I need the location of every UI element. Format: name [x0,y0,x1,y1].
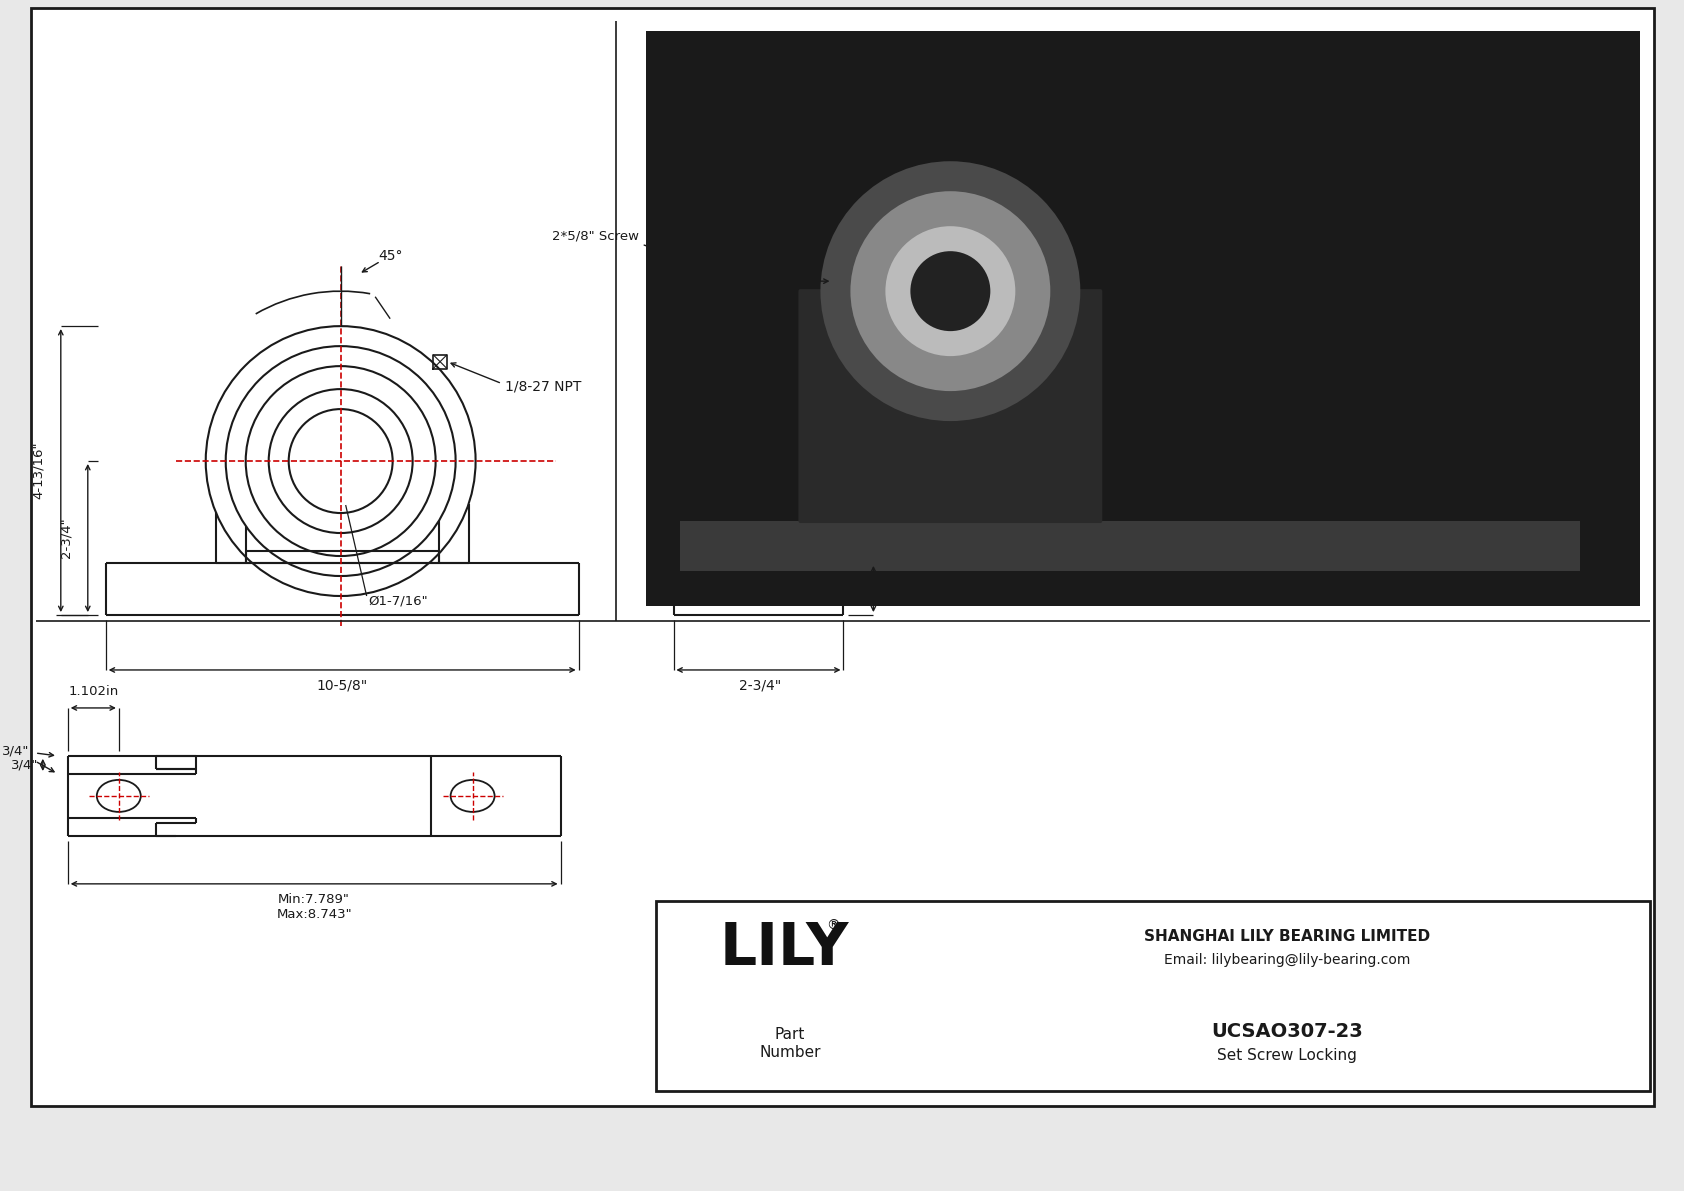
FancyBboxPatch shape [798,289,1103,523]
Text: Email: lilybearing@lily-bearing.com: Email: lilybearing@lily-bearing.com [1164,953,1410,967]
Circle shape [911,251,990,331]
Text: ®: ® [825,919,840,934]
Text: Max:8.743": Max:8.743" [276,909,352,922]
Text: Part: Part [775,1027,805,1042]
Text: 15/16": 15/16" [879,582,923,596]
Circle shape [820,161,1081,422]
Text: 3/4": 3/4" [2,744,30,757]
Circle shape [850,192,1051,391]
Text: 2-3/4": 2-3/4" [59,518,72,559]
Bar [655,900,1650,1091]
Text: UCSAO307-23: UCSAO307-23 [1211,1022,1362,1041]
Bar [680,520,1580,570]
Text: 4-13/16": 4-13/16" [32,442,45,499]
Text: Ø1-7/16": Ø1-7/16" [369,594,428,607]
Text: LILY: LILY [721,919,849,977]
Text: 1.89in: 1.89in [739,258,781,272]
Text: 2-3/4": 2-3/4" [739,679,781,693]
Text: 1.102in: 1.102in [67,686,118,698]
Text: 3/4": 3/4" [12,759,39,772]
Text: 45°: 45° [379,249,402,263]
Text: Min:7.789": Min:7.789" [278,893,350,906]
Circle shape [886,226,1015,356]
Text: SHANGHAI LILY BEARING LIMITED: SHANGHAI LILY BEARING LIMITED [1143,929,1430,943]
Bar [645,31,1640,606]
Text: 2*5/8" Screw: 2*5/8" Screw [552,230,638,243]
Text: Set Screw Locking: Set Screw Locking [1218,1048,1357,1062]
Text: 10-5/8": 10-5/8" [317,679,367,693]
Text: 1/8-27 NPT: 1/8-27 NPT [505,380,581,394]
Text: Number: Number [759,1045,820,1060]
